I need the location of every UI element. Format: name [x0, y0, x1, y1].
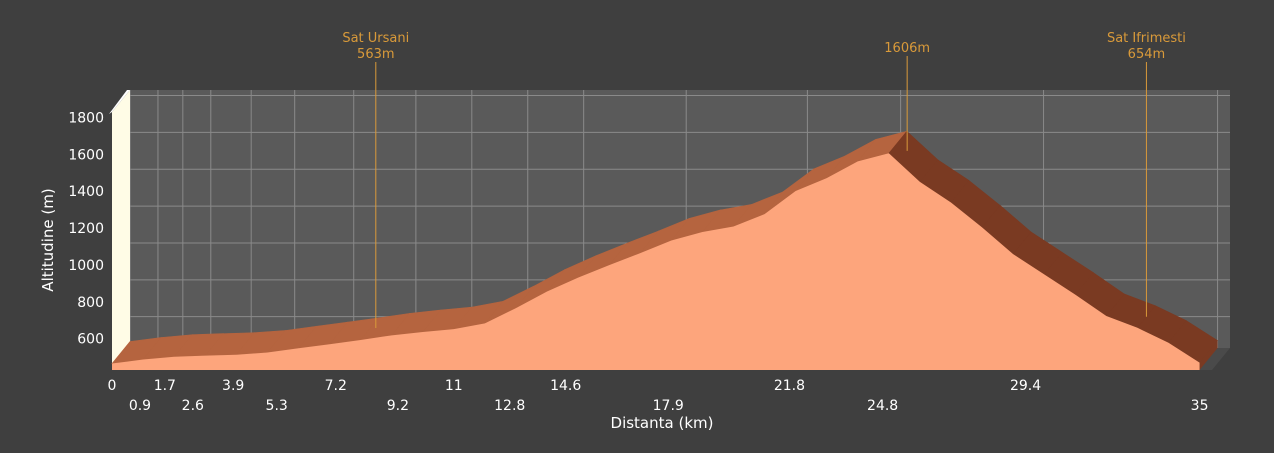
elevation-end-cap — [1199, 340, 1218, 370]
y-axis-wall-edge — [109, 90, 130, 114]
annotation-value: 563m — [357, 47, 394, 62]
x-tick-label: 24.8 — [867, 398, 898, 414]
y-axis-label: Altitudine (m) — [39, 188, 57, 291]
annotation-value: 1606m — [884, 41, 930, 56]
x-tick-label: 29.4 — [1010, 378, 1041, 394]
x-tick-label: 1.7 — [154, 378, 176, 394]
x-tick-label: 9.2 — [387, 398, 409, 414]
y-tick-label: 1800 — [68, 111, 104, 127]
y-tick-label: 800 — [77, 295, 104, 311]
x-tick-label: 5.3 — [266, 398, 288, 414]
y-tick-label: 1400 — [68, 184, 104, 200]
x-tick-label: 3.9 — [222, 378, 244, 394]
annotation-name: Sat Ifrimesti — [1107, 31, 1186, 46]
x-axis-label: Distanta (km) — [611, 414, 714, 432]
x-tick-label: 17.9 — [653, 398, 684, 414]
x-tick-labels: 0 1.7 3.9 7.2 11 14.6 21.8 29.4 0.9 2.6 5.3 9.2 12.8… — [108, 378, 1209, 414]
y-tick-labels: 600 800 1000 1200 1400 1600 1800 — [68, 111, 104, 348]
annotation-name: Sat Ursani — [342, 31, 409, 46]
x-tick-label: 14.6 — [550, 378, 581, 394]
y-axis-face — [109, 90, 130, 370]
x-tick-label: 35 — [1191, 398, 1209, 414]
x-tick-label: 0 — [108, 378, 117, 394]
x-tick-label: 21.8 — [774, 378, 805, 394]
y-tick-label: 1000 — [68, 258, 104, 274]
elevation-area — [111, 130, 1219, 370]
y-tick-label: 1600 — [68, 147, 104, 163]
y-tick-label: 600 — [77, 332, 104, 348]
x-tick-label: 0.9 — [129, 398, 151, 414]
x-tick-label: 11 — [445, 378, 463, 394]
y-axis-wall — [112, 90, 130, 370]
x-tick-label: 12.8 — [494, 398, 525, 414]
y-tick-label: 1200 — [68, 221, 104, 237]
x-tick-label: 2.6 — [182, 398, 204, 414]
x-tick-label: 7.2 — [325, 378, 347, 394]
elevation-front-face — [112, 153, 1200, 370]
annotation-value: 654m — [1128, 47, 1165, 62]
